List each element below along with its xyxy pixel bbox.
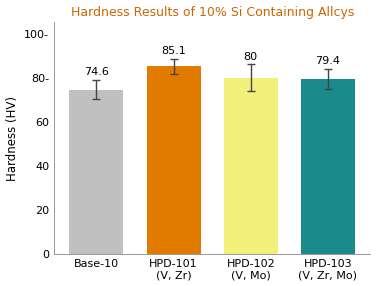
- Title: Hardness Results of 10% Si Containing Allcys: Hardness Results of 10% Si Containing Al…: [71, 5, 354, 19]
- Text: 80: 80: [244, 52, 258, 62]
- Bar: [70, 90, 123, 254]
- Bar: [224, 78, 278, 254]
- Bar: [147, 66, 201, 254]
- Bar: [301, 79, 355, 254]
- Text: 74.6: 74.6: [84, 67, 109, 77]
- Text: 79.4: 79.4: [315, 56, 341, 66]
- Text: 85.1: 85.1: [161, 46, 186, 56]
- Y-axis label: Hardness (HV): Hardness (HV): [6, 96, 18, 181]
